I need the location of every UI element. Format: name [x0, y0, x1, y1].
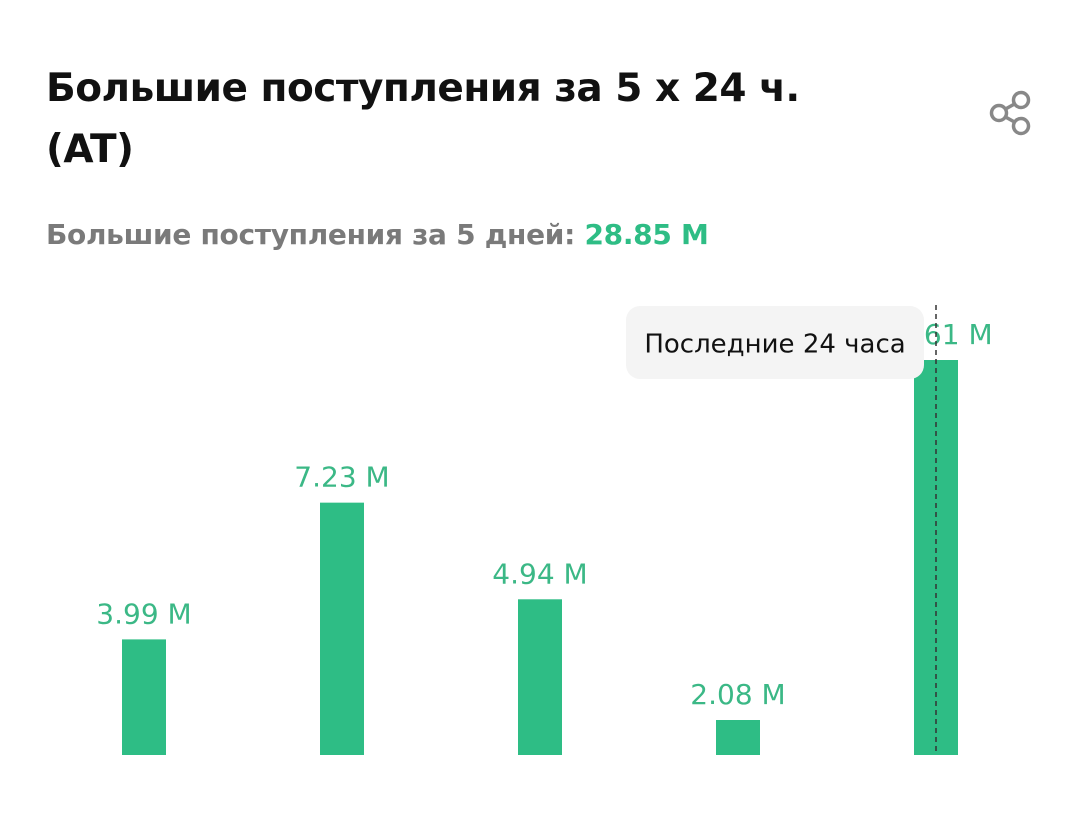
- tooltip-box: [626, 306, 924, 379]
- value-label: 3.99 M: [96, 597, 191, 630]
- bar: [716, 720, 760, 755]
- subtitle: Большие поступления за 5 дней: 28.85 M: [46, 218, 709, 251]
- value-label: 2.08 M: [690, 678, 785, 711]
- bar: [320, 502, 364, 755]
- subtitle-value: 28.85 M: [584, 218, 709, 251]
- value-label: 4.94 M: [492, 557, 587, 590]
- bar: [122, 639, 166, 755]
- value-label: 7.23 M: [294, 461, 389, 494]
- share-icon[interactable]: [989, 90, 1031, 136]
- chart-title: Большие поступления за 5 х 24 ч. (AT): [46, 66, 800, 172]
- tooltip-text: Последние 24 часа: [644, 330, 905, 360]
- bar: [518, 599, 562, 755]
- subtitle-label: Большие поступления за 5 дней:: [46, 218, 575, 251]
